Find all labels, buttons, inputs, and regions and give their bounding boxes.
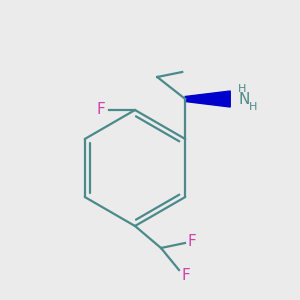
- Text: H: H: [249, 102, 258, 112]
- Text: H: H: [238, 84, 247, 94]
- Text: F: F: [97, 103, 105, 118]
- Text: N: N: [238, 92, 250, 106]
- Text: F: F: [182, 268, 190, 283]
- Polygon shape: [185, 91, 230, 107]
- Text: F: F: [188, 233, 196, 248]
